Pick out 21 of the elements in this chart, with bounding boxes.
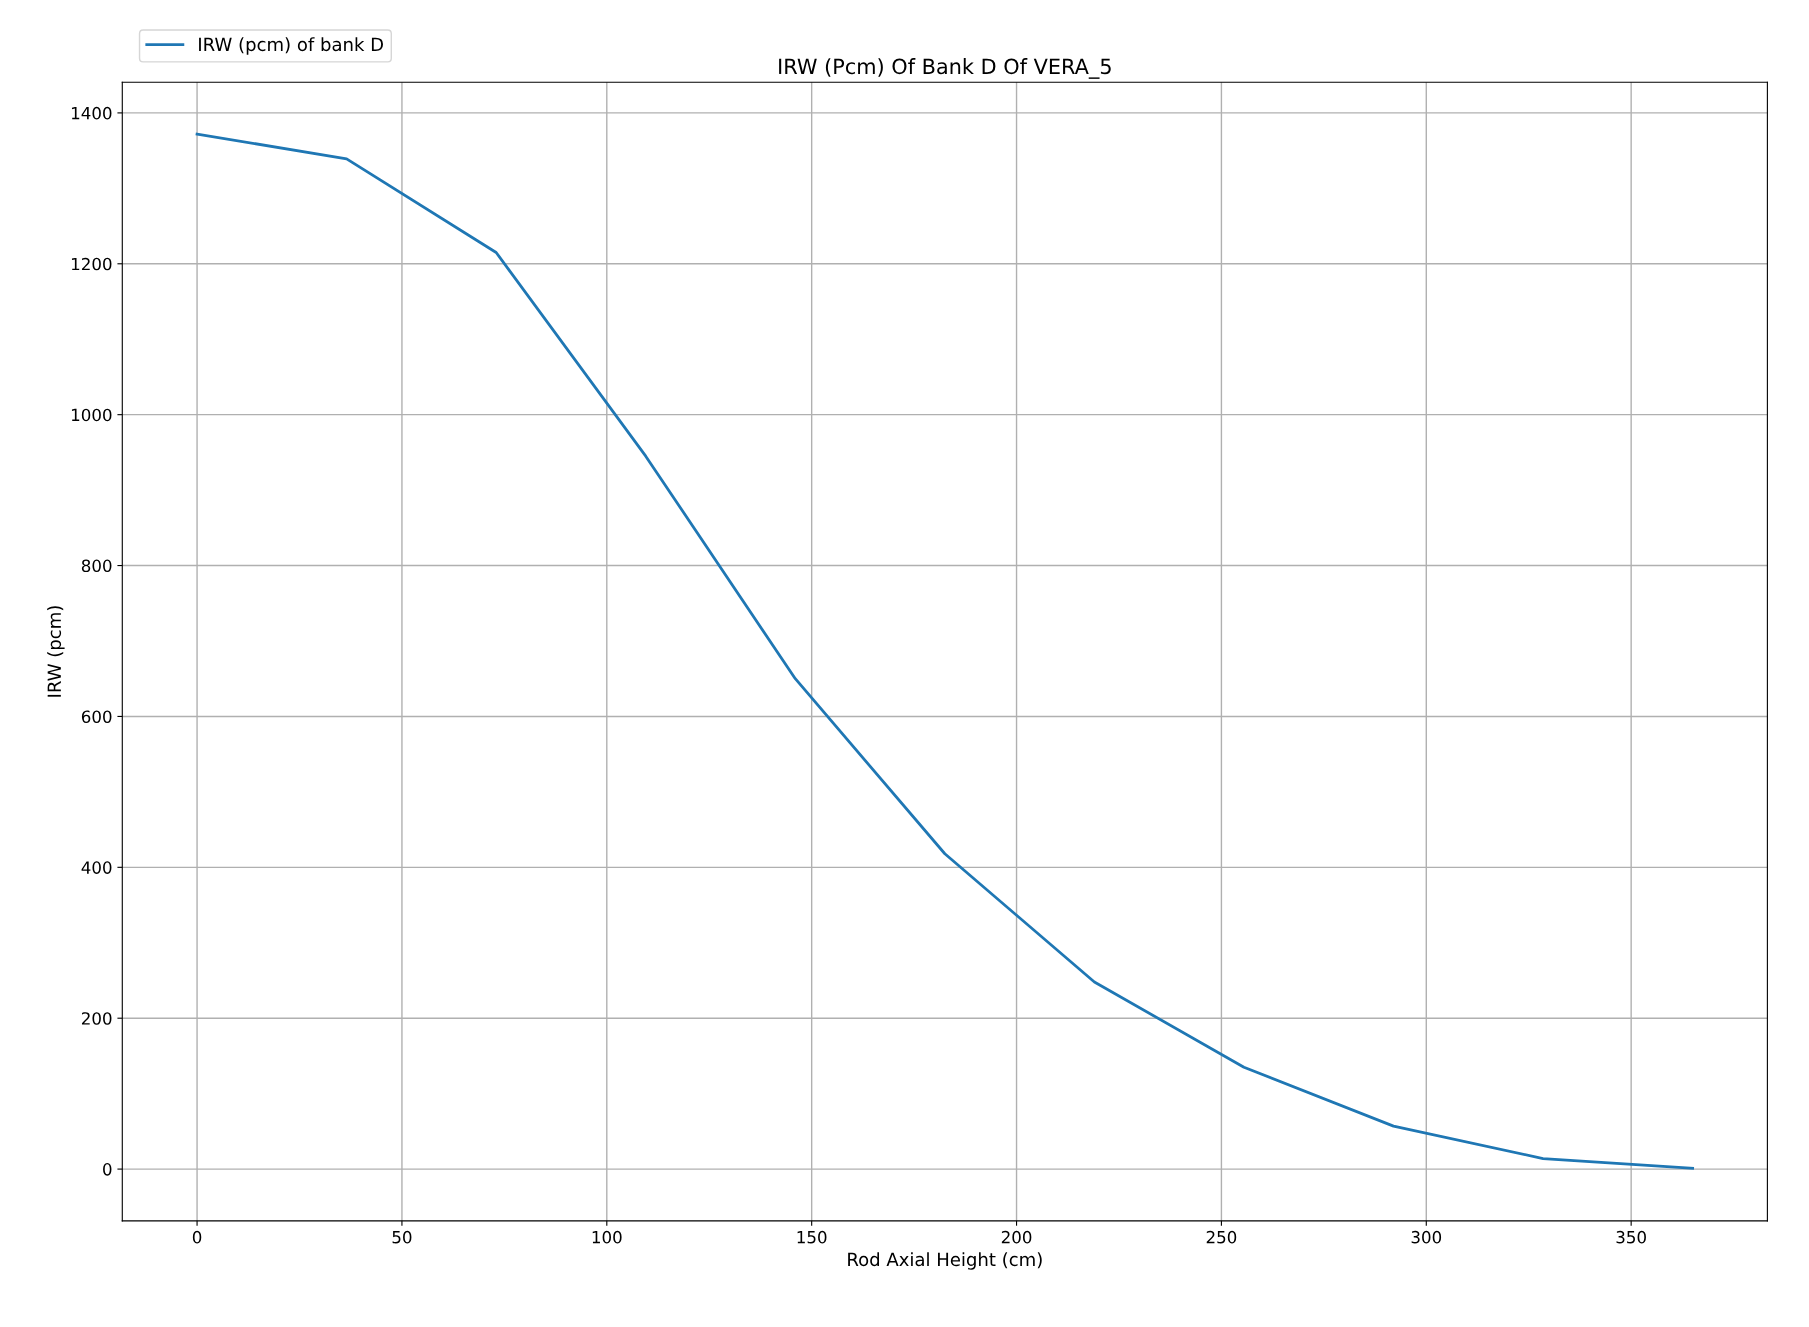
legend-label: IRW (pcm) of bank D	[199, 37, 384, 55]
x-tick-label: 250	[1206, 1230, 1237, 1244]
x-tick-label: 200	[1001, 1230, 1032, 1244]
y-axis-title: IRW (pcm)	[47, 606, 65, 697]
y-tick-label: 600	[81, 710, 112, 724]
x-tick-label: 350	[1616, 1230, 1646, 1244]
y-tick-label: 0	[103, 1163, 112, 1176]
y-tick-label: 1400	[71, 106, 112, 120]
y-tick-label: 1000	[71, 408, 112, 422]
x-tick-label: 50	[392, 1230, 412, 1244]
x-tick-label: 0	[192, 1230, 202, 1244]
chart-title: IRW (Pcm) Of Bank D Of VERA_5	[779, 58, 1111, 79]
x-axis-title: Rod Axial Height (cm)	[848, 1252, 1042, 1270]
y-tick-label: 800	[81, 559, 112, 573]
x-tick-label: 300	[1411, 1230, 1442, 1244]
x-tick-label: 150	[797, 1230, 827, 1244]
x-tick-label: 100	[592, 1230, 622, 1244]
y-tick-label: 200	[81, 1012, 112, 1025]
line-series	[195, 132, 1695, 1170]
y-tick-label: 1200	[71, 257, 112, 271]
y-tick-label: 400	[81, 861, 112, 874]
